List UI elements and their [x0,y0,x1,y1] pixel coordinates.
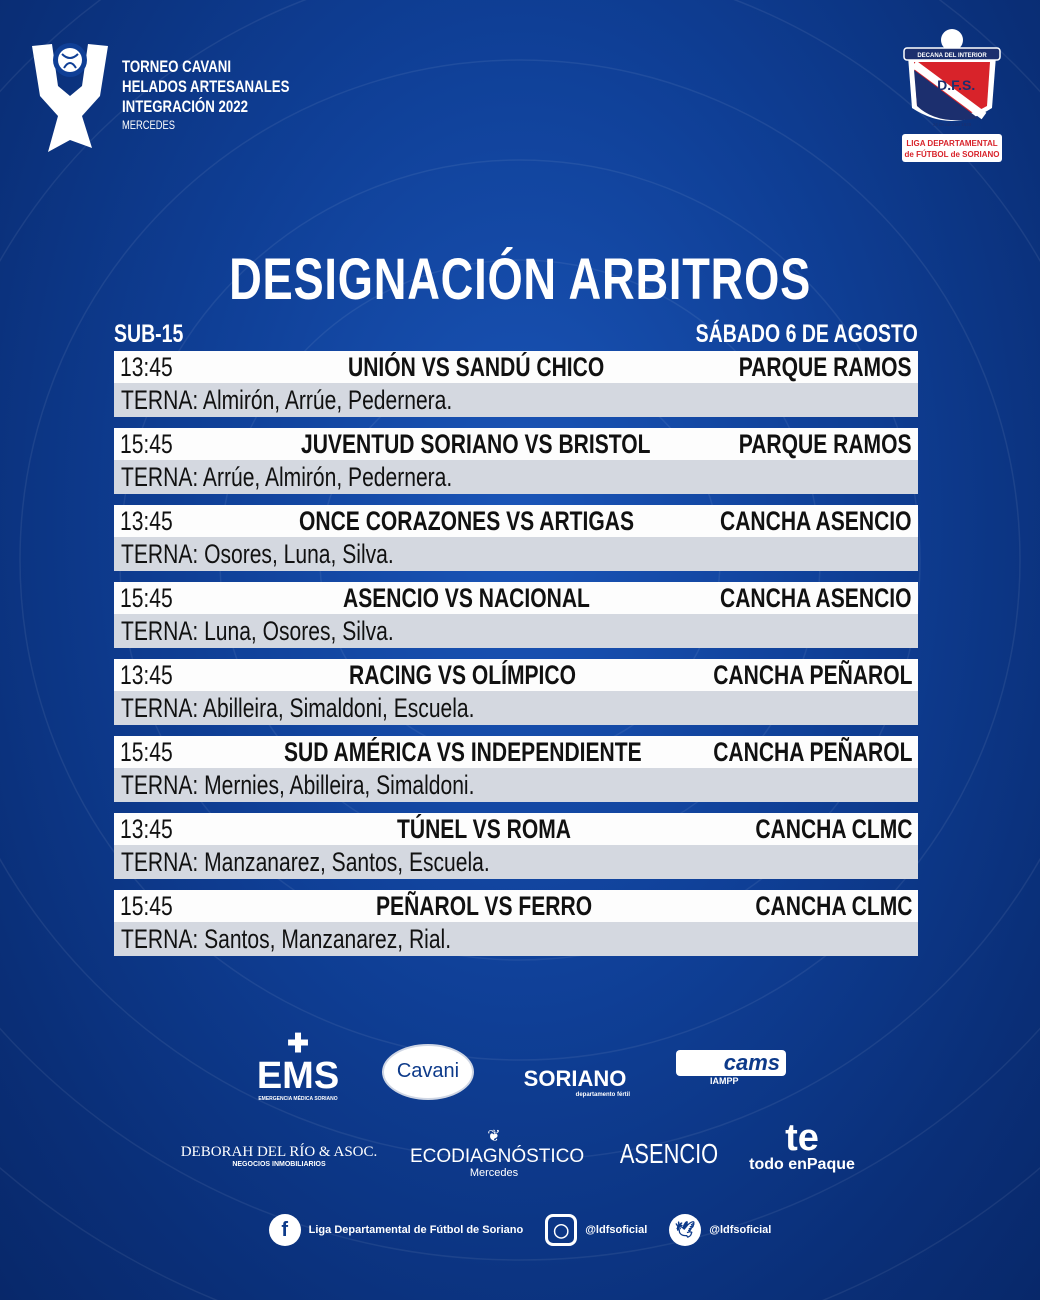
ldfs-crest-logo: DECANA DEL INTERIOR L.D.F.S. 24 de abril… [902,29,1002,162]
referees-row: TERNA: Manzanarez, Santos, Escuela. [114,845,918,879]
page-title: DESIGNACIÓN ARBITROS [229,247,811,312]
referees-terna: TERNA: Santos, Manzanarez, Rial. [121,924,452,954]
date-label: SÁBADO 6 DE AGOSTO [695,320,918,348]
referees-terna: TERNA: Osores, Luna, Silva. [121,539,394,569]
match-row: 15:45 ASENCIO VS NACIONAL CANCHA ASENCIO [114,582,918,614]
referees-terna: TERNA: Arrúe, Almirón, Pedernera. [121,462,453,492]
match-block: 15:45 ASENCIO VS NACIONAL CANCHA ASENCIO… [114,582,918,648]
leaf-icon: ❦ [487,1128,501,1145]
crest-name: de FÚTBOL de SORIANO [905,150,1000,159]
sponsor-ems: ✚ EMS EMERGENCIA MÉDICA SORIANO [250,1030,346,1102]
match-row: 15:45 JUVENTUD SORIANO VS BRISTOL PARQUE… [114,428,918,460]
match-venue: CANCHA PEÑAROL [712,737,912,767]
match-row: 13:45 ONCE CORAZONES VS ARTIGAS CANCHA A… [114,505,918,537]
facebook-link[interactable]: f Liga Departamental de Fútbol de Sorian… [268,1214,523,1246]
facebook-icon: f [268,1214,301,1246]
match-teams: PEÑAROL VS FERRO [375,891,592,921]
ems-cross-icon: ✚ [287,1028,309,1058]
twitter-icon: 🕊 [669,1214,702,1246]
match-row: 13:45 UNIÓN VS SANDÚ CHICO PARQUE RAMOS [114,351,918,383]
match-block: 15:45 PEÑAROL VS FERRO CANCHA CLMC TERNA… [114,890,918,956]
match-time: 13:45 [120,506,173,536]
referees-terna: TERNA: Mernies, Abilleira, Simaldoni. [121,770,475,800]
sponsor-cavani: Cavani [382,1044,474,1100]
match-teams: TÚNEL VS ROMA [396,814,571,844]
match-block: 15:45 JUVENTUD SORIANO VS BRISTOL PARQUE… [114,428,918,494]
sponsor-soriano: SORIANO departamento fértil [523,1066,630,1098]
referees-terna: TERNA: Luna, Osores, Silva. [121,616,394,646]
sponsor-cams: cams IAMPP [676,1050,786,1086]
match-venue: CANCHA CLMC [754,814,912,844]
referees-row: TERNA: Santos, Manzanarez, Rial. [114,922,918,956]
crest-name: LIGA DEPARTAMENTAL [906,139,997,148]
match-row: 13:45 TÚNEL VS ROMA CANCHA CLMC [114,813,918,845]
tournament-line: HELADOS ARTESANALES [122,77,290,96]
match-row: 15:45 PEÑAROL VS FERRO CANCHA CLMC [114,890,918,922]
match-list: 13:45 UNIÓN VS SANDÚ CHICO PARQUE RAMOS … [114,351,918,967]
social-links: f Liga Departamental de Fútbol de Sorian… [0,1214,1040,1246]
sponsor-todo-enpaque: te todo enPaque [749,1117,855,1173]
match-teams: RACING VS OLÍMPICO [349,660,577,690]
trophy-logo-icon [32,43,108,152]
match-block: 13:45 ONCE CORAZONES VS ARTIGAS CANCHA A… [114,505,918,571]
referees-row: TERNA: Osores, Luna, Silva. [114,537,918,571]
match-teams: JUVENTUD SORIANO VS BRISTOL [301,429,651,459]
match-teams: UNIÓN VS SANDÚ CHICO [347,352,604,382]
match-block: 13:45 UNIÓN VS SANDÚ CHICO PARQUE RAMOS … [114,351,918,417]
match-time: 15:45 [120,891,173,921]
match-teams: ASENCIO VS NACIONAL [342,583,590,613]
match-block: 13:45 TÚNEL VS ROMA CANCHA CLMC TERNA: M… [114,813,918,879]
match-block: 15:45 SUD AMÉRICA VS INDEPENDIENTE CANCH… [114,736,918,802]
match-time: 13:45 [120,814,173,844]
referees-row: TERNA: Almirón, Arrúe, Pedernera. [114,383,918,417]
referees-terna: TERNA: Almirón, Arrúe, Pedernera. [121,385,453,415]
sponsor-deborah: DEBORAH DEL RÍO & ASOC. NEGOCIOS INMOBIL… [180,1144,378,1168]
referees-row: TERNA: Luna, Osores, Silva. [114,614,918,648]
match-row: 13:45 RACING VS OLÍMPICO CANCHA PEÑAROL [114,659,918,691]
match-venue: PARQUE RAMOS [739,429,912,459]
match-time: 15:45 [120,583,173,613]
referees-row: TERNA: Abilleira, Simaldoni, Escuela. [114,691,918,725]
match-venue: CANCHA ASENCIO [720,506,912,536]
match-venue: CANCHA ASENCIO [720,583,912,613]
tournament-line: INTEGRACIÓN 2022 [122,97,249,116]
match-time: 13:45 [120,352,173,382]
instagram-icon: ◯ [545,1214,578,1246]
match-time: 15:45 [120,737,173,767]
match-venue: CANCHA PEÑAROL [712,660,912,690]
instagram-link[interactable]: ◯ @ldfsoficial [545,1214,647,1246]
crest-founded: 24 de abril de 1929 [933,122,972,127]
twitter-link[interactable]: 🕊 @ldfsoficial [669,1214,771,1246]
sponsor-asencio: ASENCIO [619,1138,719,1169]
match-venue: CANCHA CLMC [754,891,912,921]
match-teams: SUD AMÉRICA VS INDEPENDIENTE [283,737,642,767]
tournament-header: TORNEO CAVANI HELADOS ARTESANALES INTEGR… [30,36,337,154]
match-row: 15:45 SUD AMÉRICA VS INDEPENDIENTE CANCH… [114,736,918,768]
referees-row: TERNA: Mernies, Abilleira, Simaldoni. [114,768,918,802]
match-time: 15:45 [120,429,173,459]
referees-terna: TERNA: Abilleira, Simaldoni, Escuela. [121,693,475,723]
crest-initials: L.D.F.S. [925,77,976,93]
match-time: 13:45 [120,660,173,690]
crest-ribbon: DECANA DEL INTERIOR [917,53,987,59]
tournament-line: TORNEO CAVANI [122,57,232,76]
match-teams: ONCE CORAZONES VS ARTIGAS [298,506,634,536]
referees-row: TERNA: Arrúe, Almirón, Pedernera. [114,460,918,494]
category-label: SUB-15 [114,320,184,348]
match-venue: PARQUE RAMOS [739,352,912,382]
match-block: 13:45 RACING VS OLÍMPICO CANCHA PEÑAROL … [114,659,918,725]
tournament-city: MERCEDES [122,118,176,132]
sponsor-ecodiagnostico: ❦ ECODIAGNÓSTICO Mercedes [410,1128,585,1179]
referees-terna: TERNA: Manzanarez, Santos, Escuela. [121,847,490,877]
